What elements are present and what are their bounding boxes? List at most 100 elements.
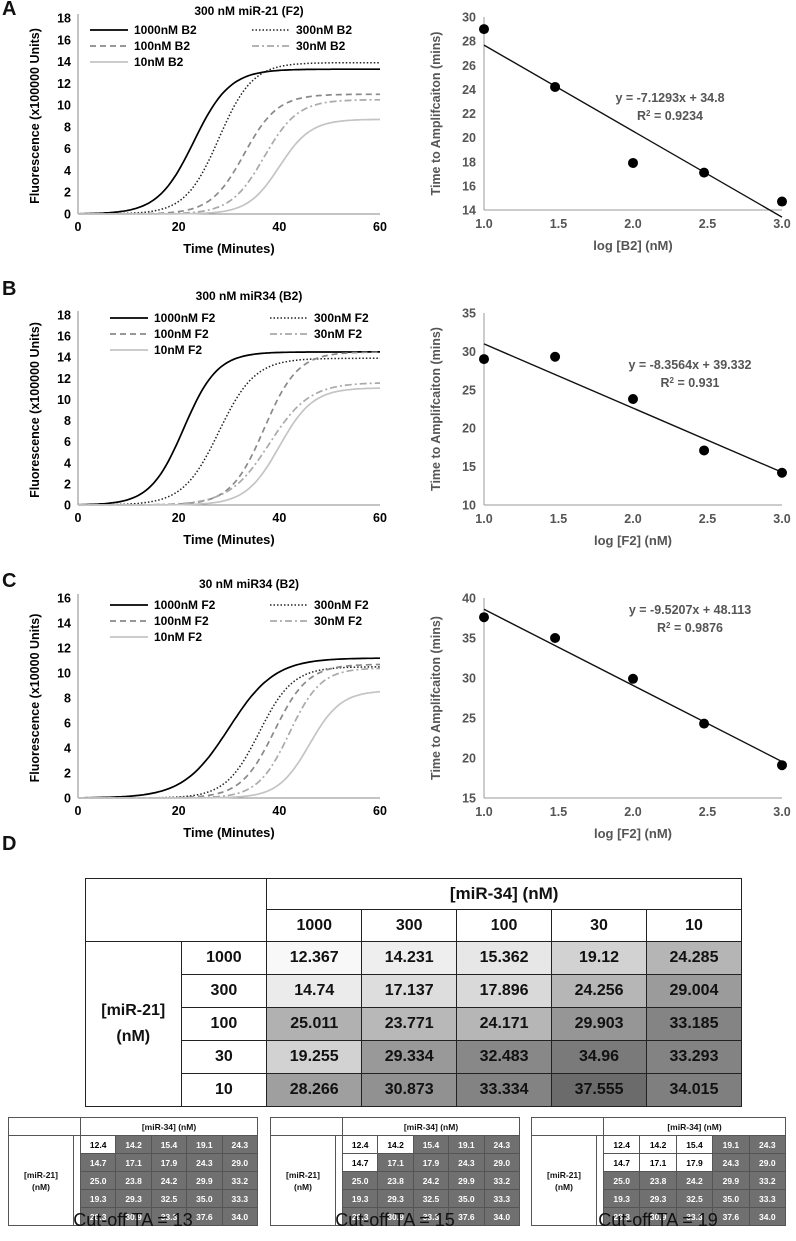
legend-label: 30nM B2 [296,39,346,53]
r-squared-symbol: R [660,376,669,390]
r-squared-label: R2 = 0.9234 [637,109,703,124]
y-axis-label: Fluorescence (x10000 Units) [28,614,42,783]
mini-data-cell: 34.0 [748,1207,787,1226]
r-squared-label: R2 = 0.931 [660,376,719,391]
y-tick-label: 25 [462,712,476,726]
chart-title: 300 nM miR-21 (F2) [194,4,303,18]
mini-data-cell: 37.6 [712,1207,750,1226]
mini-data-cell: 12.4 [79,1135,117,1154]
x-tick-label: 0 [75,220,82,234]
table-row: 30 19.255 29.334 32.483 34.96 33.293 [86,1040,742,1074]
mini-data-cell: 19.3 [602,1189,641,1208]
data-cell: 29.903 [551,1007,648,1041]
legend-label: 30nM F2 [314,614,362,628]
ta-matrix-table: [miR-34] (nM) 1000 300 100 30 10 [miR-21] (nM) 1… [84,878,742,1107]
mini-data-cell: 24.3 [712,1153,750,1172]
series-line-1000nm-b2 [77,68,380,215]
x-tick-label: 20 [172,804,186,818]
x-tick-label: 1.0 [475,217,492,231]
y-tick-label: 24 [462,83,476,97]
data-point [479,354,489,365]
regression-chart-a: 14 16 18 20 22 24 26 28 30 1.0 1.5 2.0 2.5 3.0 log [B2… [429,11,791,254]
mini-data-cell: 28.3 [341,1207,379,1226]
series-line-300nm-f2 [78,357,380,506]
mini-data-cell: 29.9 [448,1171,485,1190]
mini-data-cell: 25.0 [602,1171,641,1190]
y-tick-label: 10 [57,667,71,681]
mini-header-row: [miR-34] (nM) [270,1117,520,1136]
row-group-header-line: [miR-21] [101,1002,166,1019]
mini-data-cell: 24.2 [150,1171,188,1190]
x-tick-label: 1.5 [550,217,567,231]
x-axis-label: Time (Minutes) [183,241,275,256]
mini-row-header-line: (nM) [294,1181,312,1192]
r-squared-value: = 0.9876 [671,621,724,635]
y-tick-label: 6 [64,142,71,156]
mini-data-cell: 33.3 [412,1207,450,1226]
data-point [628,673,638,684]
mini-data-cell: 14.2 [115,1135,152,1154]
mini-data-cell: 19.3 [79,1189,117,1208]
row-header: 100 [180,1007,268,1041]
x-tick-label: 3.0 [773,217,790,231]
mini-table-row: 25.0 23.8 24.2 29.9 33.2 [9,1171,259,1190]
trendline [483,343,783,473]
y-tick-label: 25 [462,383,476,397]
mini-data-cell: 29.3 [115,1189,152,1208]
y-tick-label: 12 [57,77,71,91]
series-line-30nm-f2 [78,382,380,506]
data-cell: 17.896 [456,974,553,1008]
legend-label: 1000nM F2 [154,311,216,325]
mini-table-row: [miR-21] (nM) 12.4 14.2 15.4 19.1 24.3 [531,1135,787,1226]
trendline-equation: y = -7.1293x + 34.8 [615,91,724,105]
x-axis-label: log [F2] (nM) [594,826,672,841]
chart-title: 30 nM miR34 (B2) [199,577,299,591]
mini-data-cell: 24.3 [748,1135,787,1154]
x-tick-label: 1.0 [475,512,492,526]
data-cell: 12.367 [266,941,363,975]
mini-data-cell: 17.1 [639,1153,677,1172]
y-tick-label: 12 [57,372,71,386]
mini-data-cell: 29.9 [186,1171,223,1190]
cutoff-label-13: Cut-off TA = 13 [73,1210,193,1230]
column-header: 1000 [266,909,363,942]
r-squared-symbol: R [637,109,646,123]
mini-row-header-line: [miR-21] [23,1169,58,1180]
y-tick-label: 35 [462,307,476,321]
data-point [479,24,489,35]
series-line-1000nm-f2 [78,657,380,799]
mini-table-row: 19.3 29.3 32.5 35.0 33.3 [271,1189,521,1208]
data-point [777,467,787,478]
x-tick-label: 2.5 [699,217,716,231]
y-tick-label: 16 [57,330,71,344]
corner-cell [84,878,268,942]
data-cell: 15.362 [456,941,553,975]
cutoff-table-13: [miR-34] (nM) [miR-21] (nM) 12.4 14.2 15.4 19.… [8,1117,259,1226]
x-tick-label: 2.0 [624,512,641,526]
mini-data-cell: 34.0 [221,1207,259,1226]
y-tick-label: 20 [462,752,476,766]
series-line-100nm-b2 [78,93,380,215]
y-tick-label: 8 [64,692,71,706]
mini-data-cell: 15.4 [150,1135,188,1154]
mini-data-cell: 14.7 [602,1153,641,1172]
data-cell: 25.011 [266,1007,363,1041]
regression-chart-c: 15 20 25 30 35 40 1.0 1.5 2.0 2.5 3.0 log [F2] (nM)… [429,592,791,842]
chart-title: 300 nM miR34 (B2) [196,289,303,303]
x-tick-label: 60 [373,804,387,818]
x-tick-label: 2.5 [699,805,716,819]
x-tick-label: 20 [172,511,186,525]
y-tick-label: 18 [57,309,71,323]
mini-data-cell: 14.7 [79,1153,117,1172]
mini-corner-cell [8,1117,81,1136]
mini-table-row: 14.7 17.1 17.9 24.3 29.0 [271,1153,521,1172]
row-header: 30 [180,1040,268,1074]
data-point [777,196,787,207]
x-tick-label: 1.5 [550,805,567,819]
y-tick-label: 2 [64,767,71,781]
data-point [550,633,561,643]
table-row: 100 25.011 23.771 24.171 29.903 33.185 [86,1007,742,1041]
y-tick-label: 35 [462,632,476,646]
legend-label: 1000nM B2 [134,23,197,37]
x-tick-label: 60 [373,511,387,525]
